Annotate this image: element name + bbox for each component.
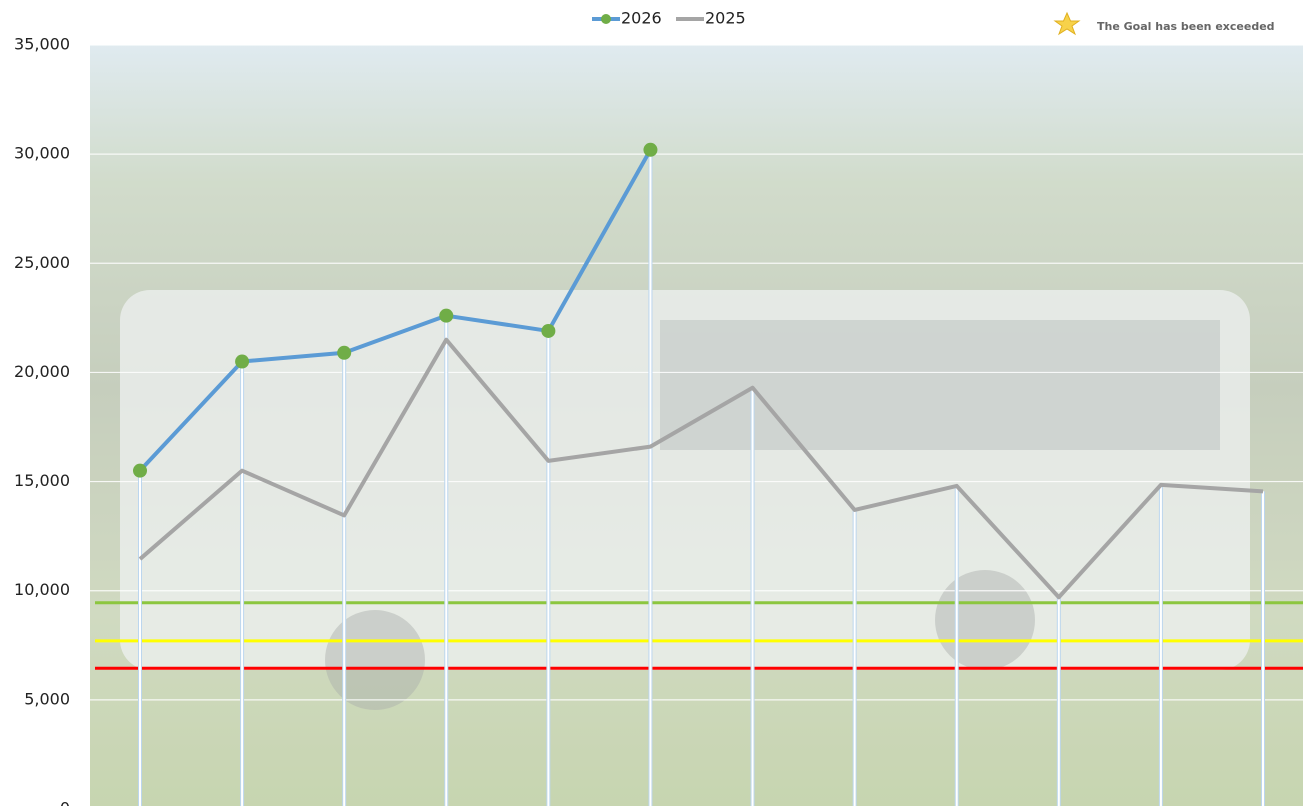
annotation: The Goal has been exceeded bbox=[1053, 11, 1275, 36]
y-axis: 0 5,000 10,000 15,000 20,000 25,000 30,000 35,0… bbox=[14, 35, 70, 806]
marker bbox=[643, 142, 658, 157]
y-tick-label: 35,000 bbox=[14, 35, 70, 54]
y-tick-label: 5,000 bbox=[24, 689, 70, 708]
legend: 2026 2025 bbox=[592, 9, 746, 28]
grid bbox=[90, 44, 1303, 701]
series-lines bbox=[133, 142, 1264, 600]
plot-background bbox=[90, 45, 1303, 806]
marker bbox=[439, 308, 454, 323]
legend-label: 2025 bbox=[705, 9, 746, 28]
y-tick-label: 10,000 bbox=[14, 580, 70, 599]
marker bbox=[541, 323, 556, 338]
series-line bbox=[138, 337, 1264, 600]
marker bbox=[133, 463, 147, 478]
series-line bbox=[138, 148, 653, 473]
marker bbox=[337, 345, 352, 360]
legend-marker bbox=[601, 14, 611, 24]
annotation-text: The Goal has been exceeded bbox=[1097, 20, 1275, 33]
legend-label: 2026 bbox=[621, 9, 662, 28]
star-icon bbox=[1053, 11, 1081, 36]
y-tick-label: 15,000 bbox=[14, 471, 70, 490]
marker bbox=[235, 354, 250, 369]
y-tick-label: 0 bbox=[60, 799, 70, 806]
y-tick-label: 25,000 bbox=[14, 253, 70, 272]
reference-lines bbox=[95, 601, 1303, 670]
y-tick-label: 30,000 bbox=[14, 144, 70, 163]
y-tick-label: 20,000 bbox=[14, 362, 70, 381]
drop-lines bbox=[138, 149, 1265, 806]
